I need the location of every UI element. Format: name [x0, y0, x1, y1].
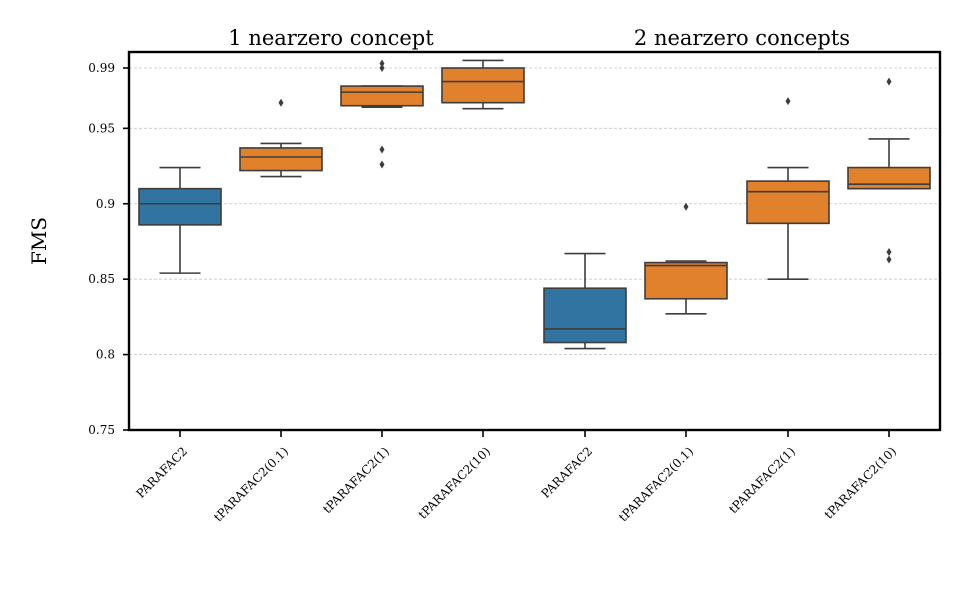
box-elements	[138, 59, 931, 350]
y-axis-label: FMS	[27, 217, 51, 265]
y-tick-label: 0.85	[88, 272, 115, 286]
box	[746, 180, 830, 225]
box	[441, 67, 525, 104]
box	[239, 147, 323, 172]
outlier-point	[785, 97, 791, 106]
outlier-point	[379, 64, 385, 72]
x-tick-label: tPARAFAC2(10)	[822, 444, 899, 521]
outlier-point	[886, 77, 892, 86]
y-tick-label: 0.99	[88, 61, 115, 75]
y-tick-label: 0.9	[96, 197, 115, 211]
x-tick-label: tPARAFAC2(1)	[320, 444, 392, 516]
x-tick-label: PARAFAC2	[538, 444, 595, 501]
x-axis-ticks: PARAFAC2 tPARAFAC2(0.1) tPARAFAC2(1) tPARAF…	[133, 430, 899, 524]
outlier-point	[278, 98, 284, 107]
x-tick-label: tPARAFAC2(0.1)	[211, 444, 291, 524]
x-tick-label: tPARAFAC2(0.1)	[616, 444, 696, 524]
y-tick-label: 0.95	[88, 121, 115, 135]
x-tick-label: tPARAFAC2(10)	[416, 444, 493, 521]
outlier-point	[379, 59, 385, 68]
x-tick-label: tPARAFAC2(1)	[726, 444, 798, 516]
box	[847, 166, 931, 190]
box	[340, 85, 424, 107]
x-tick-label: PARAFAC2	[133, 444, 190, 501]
plot-frame	[127, 50, 942, 432]
outlier-point	[886, 255, 892, 264]
y-tick-label: 0.75	[88, 423, 115, 437]
outlier-point	[683, 202, 689, 211]
group-title-1: 1 nearzero concept	[228, 26, 434, 50]
outlier-point	[379, 160, 385, 169]
outlier-point	[379, 145, 385, 154]
y-tick-label: 0.8	[96, 348, 115, 362]
box	[543, 287, 627, 344]
group-title-2: 2 nearzero concepts	[634, 26, 850, 50]
outlier-point	[886, 248, 892, 257]
box	[138, 187, 222, 226]
y-axis-ticks: 0.75 0.8 0.85 0.9 0.95 0.99	[88, 61, 129, 437]
box	[644, 261, 728, 300]
